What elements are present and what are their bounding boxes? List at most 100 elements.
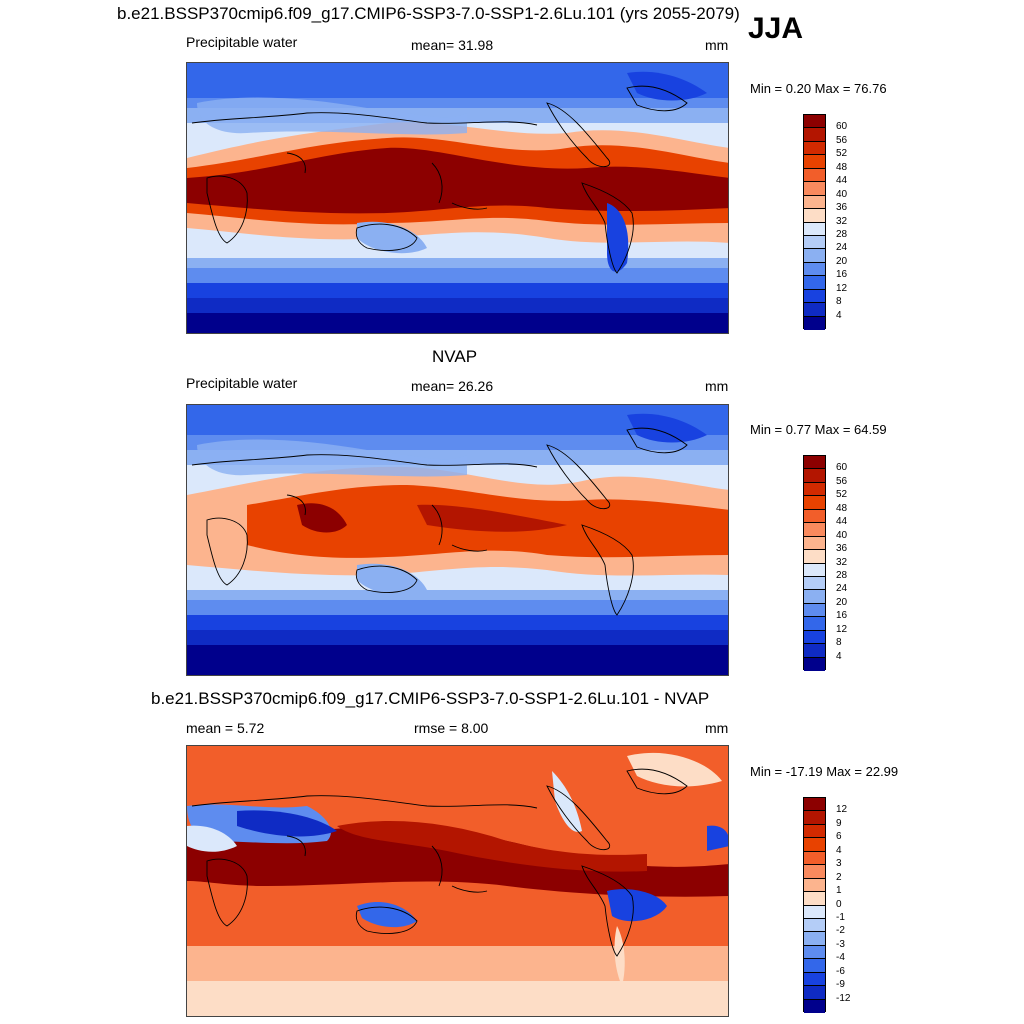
colorbar-box — [804, 576, 825, 591]
panel-2-minmax: Min = 0.77 Max = 64.59 — [750, 422, 887, 437]
colorbar-box — [804, 496, 825, 510]
colorbar-box — [804, 456, 825, 470]
panel-3-colorbar-labels: 12 9 6 4 3 2 1 0 -1 -2 -3 -4 -6 -9 -12 — [836, 797, 876, 1012]
colorbar-tick-label: 6 — [836, 831, 842, 843]
panel-3-units: mm — [705, 720, 729, 736]
colorbar-tick-label: 8 — [836, 637, 842, 649]
panel-2-variable: Precipitable water — [186, 375, 298, 391]
colorbar-tick-label: 20 — [836, 255, 848, 267]
colorbar-tick-label: 36 — [836, 543, 848, 555]
colorbar-box — [804, 959, 825, 973]
colorbar-tick-label: -6 — [836, 965, 845, 977]
colorbar-tick-label: 32 — [836, 556, 848, 568]
colorbar-box — [804, 851, 825, 866]
colorbar-tick-label: 4 — [836, 650, 842, 662]
colorbar-tick-label: 36 — [836, 202, 848, 214]
colorbar-box — [804, 509, 825, 524]
colorbar-box — [804, 182, 825, 196]
colorbar-tick-label: -9 — [836, 979, 845, 991]
colorbar-box — [804, 276, 825, 290]
colorbar-tick-label: 20 — [836, 596, 848, 608]
colorbar-box — [804, 523, 825, 537]
panel-1-variable: Precipitable water — [186, 34, 298, 50]
colorbar-tick-label: 3 — [836, 858, 842, 870]
panel-1-colorbar-labels: 60 56 52 48 44 40 36 32 28 24 20 16 12 8… — [836, 114, 876, 329]
colorbar-box — [804, 550, 825, 564]
colorbar-box — [804, 536, 825, 551]
colorbar-tick-label: 40 — [836, 188, 848, 200]
colorbar-tick-label: 0 — [836, 898, 842, 910]
season-label: JJA — [748, 12, 804, 45]
colorbar-box — [804, 617, 825, 631]
panel-1-minmax: Min = 0.20 Max = 76.76 — [750, 81, 887, 96]
colorbar-tick-label: 28 — [836, 229, 848, 240]
panel-1-colorbar — [803, 114, 826, 330]
panel-1-map — [186, 62, 729, 334]
colorbar-box — [804, 798, 825, 812]
colorbar-box — [804, 195, 825, 210]
colorbar-box — [804, 128, 825, 142]
colorbar-tick-label: 56 — [836, 475, 848, 487]
colorbar-box — [804, 932, 825, 946]
colorbar-tick-label: 60 — [836, 121, 848, 133]
colorbar-box — [804, 222, 825, 236]
colorbar-tick-label: 40 — [836, 529, 848, 541]
colorbar-box — [804, 972, 825, 987]
colorbar-tick-label: 48 — [836, 161, 848, 173]
colorbar-tick-label: 44 — [836, 175, 848, 187]
colorbar-box — [804, 824, 825, 839]
colorbar-box — [804, 469, 825, 483]
colorbar-box — [804, 905, 825, 919]
colorbar-box — [804, 141, 825, 156]
panel-3-colorbar — [803, 797, 826, 1013]
colorbar-box — [804, 999, 825, 1013]
panel-2-colorbar — [803, 455, 826, 671]
colorbar-tick-label: 4 — [836, 844, 842, 856]
colorbar-box — [804, 986, 825, 1000]
colorbar-tick-label: 44 — [836, 516, 848, 528]
colorbar-box — [804, 563, 825, 577]
colorbar-box — [804, 316, 825, 330]
colorbar-tick-label: 8 — [836, 296, 842, 308]
panel-1-mean: mean= 31.98 — [411, 37, 494, 53]
colorbar-box — [804, 630, 825, 645]
colorbar-tick-label: 52 — [836, 148, 848, 160]
colorbar-tick-label: -2 — [836, 925, 845, 937]
colorbar-tick-label: 12 — [836, 282, 848, 294]
colorbar-tick-label: 48 — [836, 502, 848, 514]
colorbar-tick-label: 52 — [836, 489, 848, 501]
colorbar-tick-label: 56 — [836, 134, 848, 146]
colorbar-tick-label: 16 — [836, 269, 848, 281]
main-title: b.e21.BSSP370cmip6.f09_g17.CMIP6-SSP3-7.… — [117, 4, 740, 23]
colorbar-box — [804, 945, 825, 960]
panel-2-mean: mean= 26.26 — [411, 378, 494, 394]
colorbar-tick-label: 1 — [836, 885, 842, 897]
colorbar-tick-label: 4 — [836, 309, 842, 321]
colorbar-tick-label: -1 — [836, 912, 845, 923]
colorbar-box — [804, 878, 825, 893]
colorbar-box — [804, 811, 825, 825]
colorbar-tick-label: 24 — [836, 583, 848, 595]
panel-2-title: NVAP — [432, 347, 478, 366]
panel-2-colorbar-labels: 60 56 52 48 44 40 36 32 28 24 20 16 12 8… — [836, 455, 876, 670]
colorbar-box — [804, 865, 825, 879]
colorbar-box — [804, 289, 825, 304]
colorbar-box — [804, 603, 825, 618]
panel-3-rmse: rmse = 8.00 — [414, 720, 489, 736]
colorbar-box — [804, 303, 825, 317]
colorbar-tick-label: 16 — [836, 610, 848, 622]
panel-3-title: b.e21.BSSP370cmip6.f09_g17.CMIP6-SSP3-7.… — [151, 689, 710, 708]
colorbar-tick-label: 28 — [836, 570, 848, 581]
colorbar-box — [804, 644, 825, 658]
colorbar-box — [804, 482, 825, 497]
colorbar-box — [804, 115, 825, 129]
colorbar-tick-label: 9 — [836, 817, 842, 829]
colorbar-box — [804, 590, 825, 604]
colorbar-box — [804, 657, 825, 671]
panel-3-map — [186, 745, 729, 1017]
colorbar-box — [804, 249, 825, 263]
panel-3-mean: mean = 5.72 — [186, 720, 265, 736]
colorbar-box — [804, 262, 825, 277]
colorbar-box — [804, 235, 825, 250]
colorbar-box — [804, 892, 825, 906]
